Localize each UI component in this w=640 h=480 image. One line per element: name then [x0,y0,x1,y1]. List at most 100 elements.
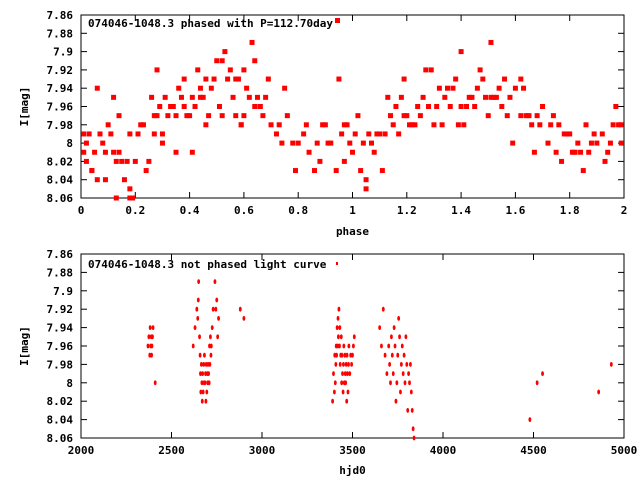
data-point [320,122,326,128]
x-tick-label: 3000 [249,444,276,457]
data-point [113,158,119,164]
data-point [381,306,385,312]
data-point [196,297,200,303]
data-point [148,325,152,330]
data-point [392,325,396,330]
data-point [409,122,415,128]
data-point [379,168,385,174]
data-point [374,131,380,137]
data-point [282,85,288,91]
data-point [102,177,108,183]
data-point [184,113,190,119]
data-point [491,94,497,100]
data-point [455,122,461,128]
chart-title: 074046-1048.3 not phased light curve [88,258,327,271]
data-point [398,334,401,340]
data-point [434,104,440,109]
data-point [113,195,119,201]
data-point [341,158,347,164]
data-point [531,149,537,155]
data-point [116,113,122,119]
data-point [366,131,372,137]
data-point [406,408,410,413]
data-point [263,94,269,100]
data-point [162,94,168,100]
data-point [268,122,274,128]
data-point [346,389,350,395]
data-point [474,85,480,91]
data-point [363,177,369,183]
data-point [466,94,472,100]
data-point [208,362,212,367]
data-point [545,140,551,146]
data-point [350,149,355,155]
data-point [86,131,92,137]
data-point [415,104,421,109]
data-point [83,140,89,146]
y-tick-label: 8 [66,137,73,150]
data-point [395,380,399,386]
data-point [276,122,282,128]
data-point [154,113,160,119]
x-tick-label: 0.4 [180,204,200,217]
chart-title: 074046-1048.3 phased with P=112.70day [88,17,333,30]
data-point [388,362,392,367]
data-point [580,168,586,174]
y-tick-label: 7.88 [47,266,74,279]
data-point [317,158,323,164]
data-point [610,122,616,128]
data-point [369,140,375,146]
data-point [207,371,211,376]
data-point [199,362,203,367]
data-point [537,122,543,128]
data-point [210,325,214,330]
data-point [159,131,165,137]
y-tick-label: 7.94 [47,322,74,335]
data-point [214,58,220,64]
data-point [138,122,144,128]
phased-light-curve-panel: 7.86 7.88 7.9 7.92 7.94 7.96 7.98 8 8.02 8.04 8.06… [18,9,627,238]
data-point [252,58,258,64]
data-point [397,316,401,321]
x-tick-label: 4000 [430,444,457,457]
data-point [390,352,394,358]
data-point [409,389,413,395]
data-point [616,122,622,128]
data-point [338,362,342,367]
data-point [116,149,122,155]
data-point [173,113,179,119]
data-point [453,76,459,82]
data-point [341,389,345,395]
data-point [417,113,423,119]
data-point [559,158,565,164]
data-point [387,343,391,349]
data-point [273,131,279,137]
data-point [238,306,242,312]
data-point [518,76,524,82]
y-tick-label: 7.92 [47,64,74,77]
data-point [189,149,195,155]
data-point [295,140,301,146]
unphased-light-curve-panel: 7.86 7.88 7.9 7.92 7.94 7.96 7.98 8 8.02 8.04 8.06… [18,248,637,477]
data-point [216,104,222,109]
data-point [409,362,412,367]
data-point [618,140,624,146]
data-point [597,389,601,395]
data-point [358,168,364,174]
data-point [442,94,448,100]
data-point [588,140,594,146]
data-point [127,186,133,192]
data-point [246,94,252,100]
data-point [340,352,344,358]
data-point [561,131,567,137]
data-point [564,131,570,137]
data-point [483,94,489,100]
y-tick-label: 7.98 [47,358,74,371]
data-point [578,149,584,155]
data-point [249,39,255,45]
data-point [219,58,225,64]
data-point [189,94,195,100]
data-point [265,76,271,82]
data-point [436,85,442,91]
data-point [398,94,404,100]
